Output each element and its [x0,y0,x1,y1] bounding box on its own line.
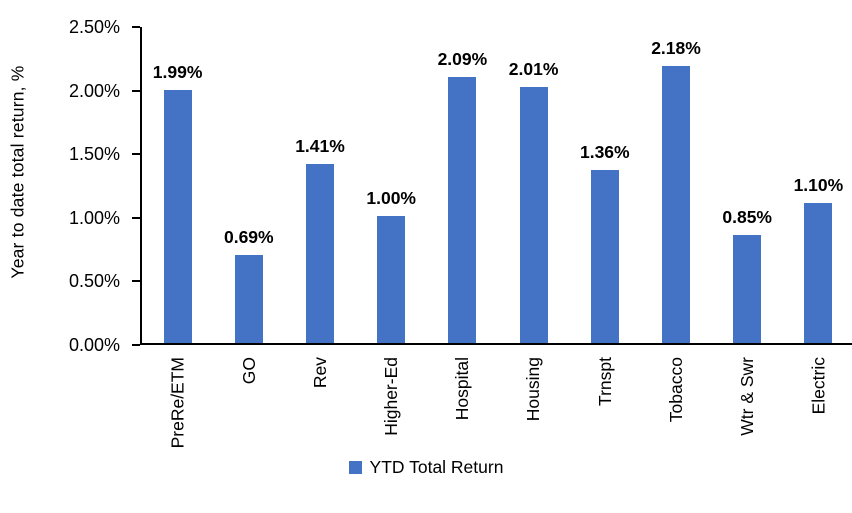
bar-value-label: 1.36% [579,142,630,163]
legend-swatch-icon [348,460,362,474]
bar [804,203,833,343]
bar-value-label: 1.99% [152,61,203,82]
x-axis-category-label: Hospital [452,357,473,421]
x-axis-category-label: Rev [310,357,330,389]
y-axis-tick-label: 1.00% [68,207,120,228]
y-axis-tick [132,216,140,219]
bar-value-label: 0.69% [223,227,274,248]
x-axis-category-label: Higher-Ed [381,357,402,436]
x-axis-category-label: Trnspt [594,357,615,406]
bar [163,89,192,343]
x-axis-category-label: Tobacco [666,357,686,423]
bar-value-label: 2.18% [651,37,701,58]
y-axis-tick-label: 0.50% [68,271,120,292]
y-axis-tick-label: 2.00% [68,80,120,101]
y-axis-tick-label: 0.00% [68,335,120,355]
x-axis-category-label: PreRe/ETM [167,357,188,449]
y-axis-title: Year to date total return, % [7,65,28,279]
y-axis-tick-label: 2.50% [68,17,120,37]
bar [306,163,334,343]
y-axis-tick [132,344,140,346]
plot-area: 0.00% 0.50% 1.00% 1.50% 2.00% 2.50% 1.99% PreRe… [69,17,852,448]
bar [377,215,406,343]
bar [519,87,548,343]
bar [234,255,263,343]
bar-value-label: 1.00% [366,187,416,208]
x-axis-category-label: Wtr & Swr [737,357,758,436]
bar-value-label: 1.10% [793,175,844,196]
legend: YTD Total Return [0,457,852,477]
legend-label: YTD Total Return [369,457,504,477]
bar [662,65,690,343]
y-axis-tick [132,89,140,92]
y-axis-tick [132,153,140,156]
x-axis-category-label: GO [238,357,259,385]
x-axis-category-label: Electric [808,357,829,415]
bar [733,234,762,343]
bar-value-label: 0.85% [722,206,772,227]
y-axis-tick-label: 1.50% [68,144,120,165]
bar-value-label: 2.09% [437,49,488,70]
y-axis-tick [132,280,140,283]
bar [590,170,619,343]
y-axis-tick [132,26,140,28]
x-axis-category-label: Housing [523,357,544,422]
bar-value-label: 2.01% [508,59,559,80]
bar [448,77,477,343]
bar-value-label: 1.41% [295,135,345,156]
